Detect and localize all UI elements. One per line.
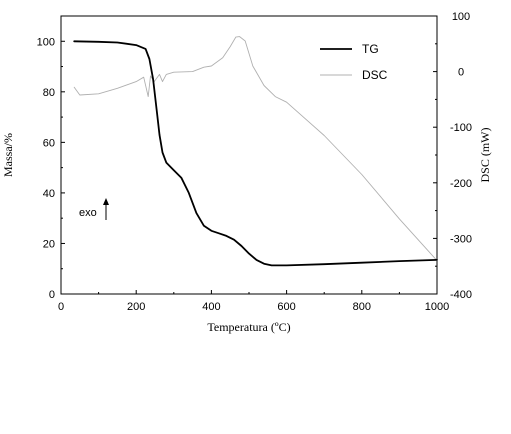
x-axis-title: Temperatura (ºC) bbox=[207, 320, 290, 334]
x-tick-label: 200 bbox=[127, 301, 145, 313]
y-tick-label: 40 bbox=[43, 188, 55, 200]
y-tick-label: 80 bbox=[43, 87, 55, 99]
y2-axis-title: DSC (mW) bbox=[478, 128, 492, 183]
exo-annotation: exo bbox=[79, 198, 109, 220]
series-layer bbox=[73, 36, 438, 267]
x-axis-ticks: 0 200 400 600 800 1000 bbox=[58, 290, 449, 313]
y-tick-label: 20 bbox=[43, 238, 55, 250]
plot-area-border bbox=[60, 15, 438, 295]
exo-arrow-head bbox=[103, 198, 109, 205]
y2-tick-label: -300 bbox=[450, 233, 472, 245]
legend-label-dsc: DSC bbox=[362, 68, 388, 82]
plot-frame bbox=[60, 15, 438, 295]
y2-tick-label: -100 bbox=[450, 122, 472, 134]
y2-axis-ticks: -400 -300 -200 -100 0 100 bbox=[433, 11, 472, 301]
legend: TG DSC bbox=[320, 42, 388, 82]
series-line-tg bbox=[73, 40, 438, 267]
x-tick-label: 0 bbox=[58, 301, 64, 313]
y-axis-title: Massa/% bbox=[1, 133, 15, 177]
x-tick-label: 400 bbox=[202, 301, 220, 313]
y-tick-label: 0 bbox=[49, 289, 55, 301]
y-tick-label: 60 bbox=[43, 137, 55, 149]
y2-tick-label: 100 bbox=[452, 11, 470, 23]
y2-tick-label: -400 bbox=[450, 289, 472, 301]
x-tick-label: 1000 bbox=[425, 301, 449, 313]
legend-label-tg: TG bbox=[362, 42, 379, 56]
exo-label: exo bbox=[79, 207, 97, 219]
y2-tick-label: 0 bbox=[458, 67, 464, 79]
y-tick-label: 100 bbox=[37, 36, 55, 48]
x-tick-label: 600 bbox=[277, 301, 295, 313]
y-axis-ticks: 0 20 40 60 80 100 bbox=[37, 36, 65, 301]
series-line-dsc bbox=[73, 36, 438, 262]
x-tick-label: 800 bbox=[353, 301, 371, 313]
y2-tick-label: -200 bbox=[450, 178, 472, 190]
